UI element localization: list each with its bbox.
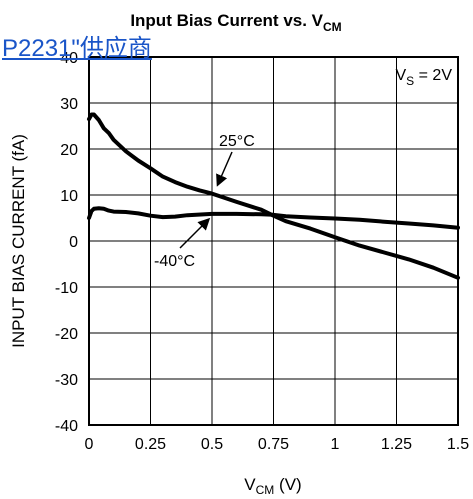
y-tick-labels: 40 30 20 10 0 -10 -20 -30 -40 <box>55 50 78 435</box>
x-axis-label-main: V <box>244 475 256 494</box>
annotation-neg40c: -40°C <box>154 217 211 270</box>
supply-condition-subscript: S <box>406 74 414 88</box>
annotation-25c: 25°C <box>216 133 255 187</box>
chart-title: Input Bias Current vs. VCM <box>130 11 341 34</box>
y-axis-label: INPUT BIAS CURRENT (fA) <box>9 134 28 348</box>
x-axis-label: VCM (V) <box>244 475 301 497</box>
y-tick-label: 0 <box>69 234 78 251</box>
annotation-25c-arrow <box>216 151 233 187</box>
annotation-neg40c-label: -40°C <box>154 253 195 270</box>
series-line-neg40c <box>87 206 460 230</box>
y-tick-label: -10 <box>55 280 78 297</box>
supply-condition-main: V <box>396 67 407 84</box>
y-tick-label: -20 <box>55 326 78 343</box>
annotation-25c-label: 25°C <box>219 133 255 150</box>
x-tick-label: 1.5 <box>447 436 469 453</box>
x-tick-label: 0.25 <box>135 436 166 453</box>
series-group <box>87 112 460 280</box>
series-line-25c <box>87 112 460 280</box>
x-tick-label: 0.5 <box>201 436 223 453</box>
x-tick-label: 0 <box>85 436 94 453</box>
x-axis-label-subscript: CM <box>256 483 275 497</box>
y-tick-label: 30 <box>60 96 78 113</box>
grid <box>88 56 459 426</box>
overlay-link[interactable]: P2231"供应商 <box>2 35 152 62</box>
x-tick-label: 1 <box>331 436 340 453</box>
y-tick-label: -30 <box>55 372 78 389</box>
x-tick-label: 1.25 <box>381 436 412 453</box>
y-tick-label: 10 <box>60 188 78 205</box>
annotation-neg40c-arrow <box>179 217 211 249</box>
x-tick-label: 0.75 <box>258 436 289 453</box>
y-tick-label: 40 <box>60 50 78 67</box>
supply-condition-label: VS = 2V <box>396 67 453 88</box>
x-tick-labels: 0 0.25 0.5 0.75 1 1.25 1.5 <box>85 436 470 453</box>
y-tick-label: 20 <box>60 142 78 159</box>
supply-condition-rest: = 2V <box>414 67 452 84</box>
plot-frame <box>88 56 459 426</box>
x-axis-label-unit: (V) <box>274 475 301 494</box>
chart-title-subscript: CM <box>323 20 342 34</box>
y-tick-label: -40 <box>55 418 78 435</box>
chart-title-main: Input Bias Current vs. V <box>130 11 323 30</box>
